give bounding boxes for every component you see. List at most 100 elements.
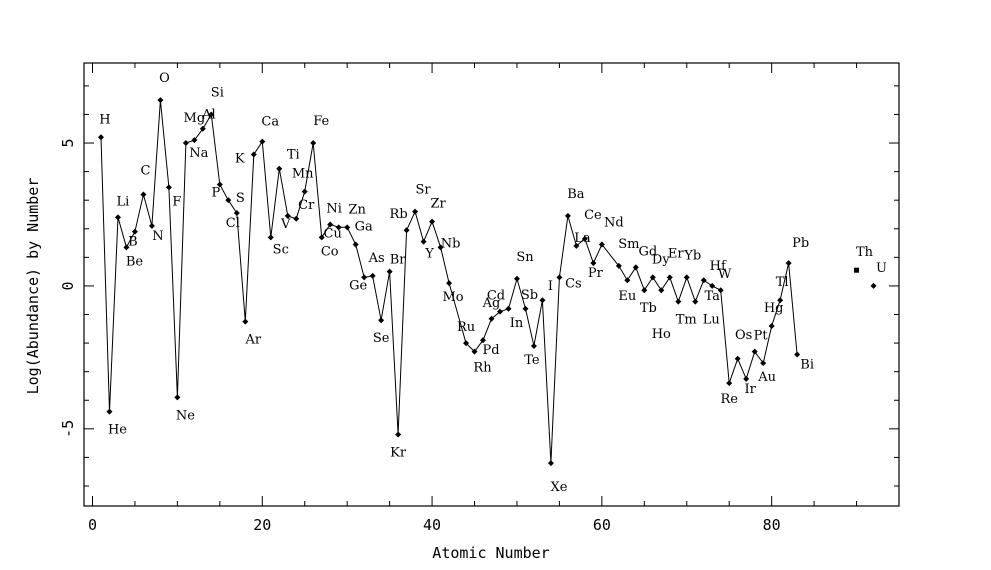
data-point bbox=[293, 215, 300, 222]
data-point bbox=[539, 297, 546, 304]
element-label: As bbox=[368, 251, 385, 266]
data-point bbox=[471, 348, 478, 355]
element-label: Rh bbox=[473, 361, 492, 376]
element-label: Au bbox=[757, 370, 776, 385]
element-label: Yb bbox=[683, 248, 701, 263]
data-point bbox=[140, 191, 147, 198]
element-label: Sc bbox=[273, 242, 289, 257]
element-label: Ni bbox=[326, 201, 342, 216]
element-label: U bbox=[876, 261, 887, 276]
data-point bbox=[148, 222, 155, 229]
x-tick-label: 60 bbox=[593, 516, 611, 534]
y-tick-label: 0 bbox=[59, 281, 77, 290]
element-label: H bbox=[99, 112, 110, 127]
data-point bbox=[361, 274, 368, 281]
element-label: Tm bbox=[676, 313, 697, 328]
data-point bbox=[658, 287, 665, 294]
data-point bbox=[581, 235, 588, 242]
data-point bbox=[522, 305, 529, 312]
data-point bbox=[505, 305, 512, 312]
element-label: Lu bbox=[703, 313, 720, 328]
element-label: Ce bbox=[584, 208, 602, 223]
axis-ticks: 0 20 40 60 80 -5 0 5 bbox=[59, 63, 899, 534]
data-point bbox=[717, 287, 724, 294]
data-point bbox=[199, 125, 206, 132]
data-point bbox=[106, 408, 113, 415]
y-tick-label: -5 bbox=[59, 420, 77, 438]
data-point bbox=[327, 221, 334, 228]
data-point bbox=[378, 317, 385, 324]
element-label: Cr bbox=[298, 198, 315, 213]
element-label: Ge bbox=[349, 278, 367, 293]
data-point bbox=[352, 241, 359, 248]
element-label: Ag bbox=[482, 296, 501, 311]
data-point bbox=[131, 228, 138, 235]
data-point bbox=[310, 140, 317, 147]
data-point bbox=[785, 260, 792, 267]
element-label: W bbox=[718, 267, 732, 282]
element-label: Hg bbox=[764, 301, 784, 316]
data-point bbox=[182, 140, 189, 147]
element-label: Ca bbox=[261, 115, 279, 130]
element-label: Pb bbox=[792, 236, 809, 251]
data-point bbox=[700, 277, 707, 284]
x-tick-label: 80 bbox=[763, 516, 781, 534]
element-label: Kr bbox=[390, 446, 407, 461]
element-label: Sr bbox=[416, 183, 432, 198]
data-point bbox=[598, 241, 605, 248]
element-label: Pd bbox=[482, 343, 499, 358]
data-point bbox=[216, 181, 223, 188]
data-point bbox=[666, 274, 673, 281]
data-point bbox=[335, 224, 342, 231]
element-label: Mg bbox=[184, 111, 206, 126]
data-point bbox=[777, 297, 784, 304]
data-point bbox=[743, 375, 750, 382]
data-point bbox=[734, 355, 741, 362]
data-point bbox=[480, 337, 487, 344]
data-point bbox=[301, 188, 308, 195]
element-label: P bbox=[211, 185, 220, 200]
element-label: Ar bbox=[244, 333, 261, 348]
element-label: F bbox=[172, 194, 181, 209]
data-point bbox=[412, 208, 419, 215]
data-point bbox=[157, 97, 164, 104]
data-point bbox=[768, 322, 775, 329]
data-point bbox=[276, 165, 283, 172]
data-point bbox=[726, 380, 733, 387]
element-label: Br bbox=[390, 253, 407, 268]
element-label: V bbox=[280, 217, 291, 232]
data-point bbox=[463, 340, 470, 347]
element-label: O bbox=[159, 71, 170, 86]
data-point bbox=[369, 272, 376, 279]
data-point bbox=[547, 460, 554, 467]
data-point bbox=[259, 138, 266, 145]
data-point bbox=[632, 264, 639, 271]
element-label: Sb bbox=[521, 288, 538, 303]
element-label: Ho bbox=[652, 327, 671, 342]
data-point bbox=[191, 137, 198, 144]
element-label: Pt bbox=[754, 329, 769, 344]
element-label: Mn bbox=[292, 167, 314, 182]
x-tick-label: 0 bbox=[88, 516, 97, 534]
data-point bbox=[709, 282, 716, 289]
element-label: Bi bbox=[800, 358, 814, 373]
element-label: Cd bbox=[487, 289, 505, 304]
data-point bbox=[530, 342, 537, 349]
data-point bbox=[344, 224, 351, 231]
data-point bbox=[624, 277, 631, 284]
element-label: I bbox=[548, 279, 553, 294]
element-label: Te bbox=[524, 353, 540, 368]
element-label: In bbox=[510, 316, 524, 331]
data-point bbox=[165, 184, 172, 191]
element-label: Gd bbox=[638, 244, 657, 259]
data-point bbox=[649, 274, 656, 281]
y-tick-label: 5 bbox=[59, 139, 77, 148]
element-label: Si bbox=[211, 85, 224, 100]
data-point bbox=[446, 280, 453, 287]
data-point bbox=[751, 348, 758, 355]
element-label: Sm bbox=[618, 237, 639, 252]
element-label: Rb bbox=[390, 207, 408, 222]
data-point bbox=[870, 282, 877, 289]
